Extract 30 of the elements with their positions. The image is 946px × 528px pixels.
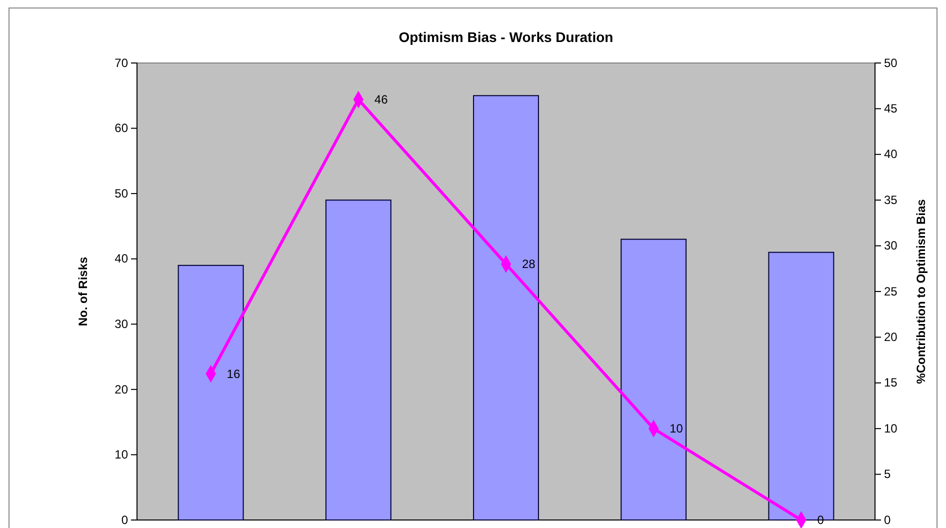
y2-tick-label: 25 bbox=[884, 284, 898, 298]
y2-tick-label: 35 bbox=[884, 192, 898, 207]
y-tick-label: 20 bbox=[114, 382, 128, 396]
y2-tick-label: 5 bbox=[884, 467, 891, 482]
data-label: 28 bbox=[522, 257, 536, 272]
y-tick-label: 50 bbox=[114, 186, 128, 200]
y2-tick-label: 20 bbox=[884, 330, 898, 344]
bar bbox=[178, 264, 244, 520]
y2-tick-label: 50 bbox=[884, 56, 898, 70]
y-tick-label: 30 bbox=[114, 316, 128, 331]
y-axis-title: No. of Risks bbox=[76, 256, 90, 326]
y2-tick-label: 30 bbox=[884, 238, 898, 253]
y2-tick-label: 45 bbox=[884, 102, 898, 116]
chart-title: Optimism Bias - Works Duration bbox=[398, 29, 614, 45]
bar bbox=[473, 95, 539, 520]
y-tick-label: 60 bbox=[114, 121, 128, 136]
data-label: 46 bbox=[374, 92, 388, 107]
y-tick-label: 40 bbox=[114, 252, 128, 266]
bar bbox=[325, 200, 392, 520]
y-tick-label: 10 bbox=[114, 448, 128, 462]
y2-axis-title: %Contribution to Optimism Bias bbox=[914, 198, 928, 384]
data-label: 16 bbox=[226, 366, 240, 381]
y2-tick-label: 10 bbox=[884, 421, 898, 436]
y-tick-label: 0 bbox=[121, 512, 128, 527]
y2-tick-label: 0 bbox=[884, 512, 891, 527]
data-label: 10 bbox=[670, 422, 684, 436]
y2-tick-label: 15 bbox=[884, 376, 898, 390]
bar bbox=[620, 238, 687, 520]
y2-tick-label: 40 bbox=[884, 147, 898, 162]
y-tick-label: 70 bbox=[114, 56, 128, 70]
